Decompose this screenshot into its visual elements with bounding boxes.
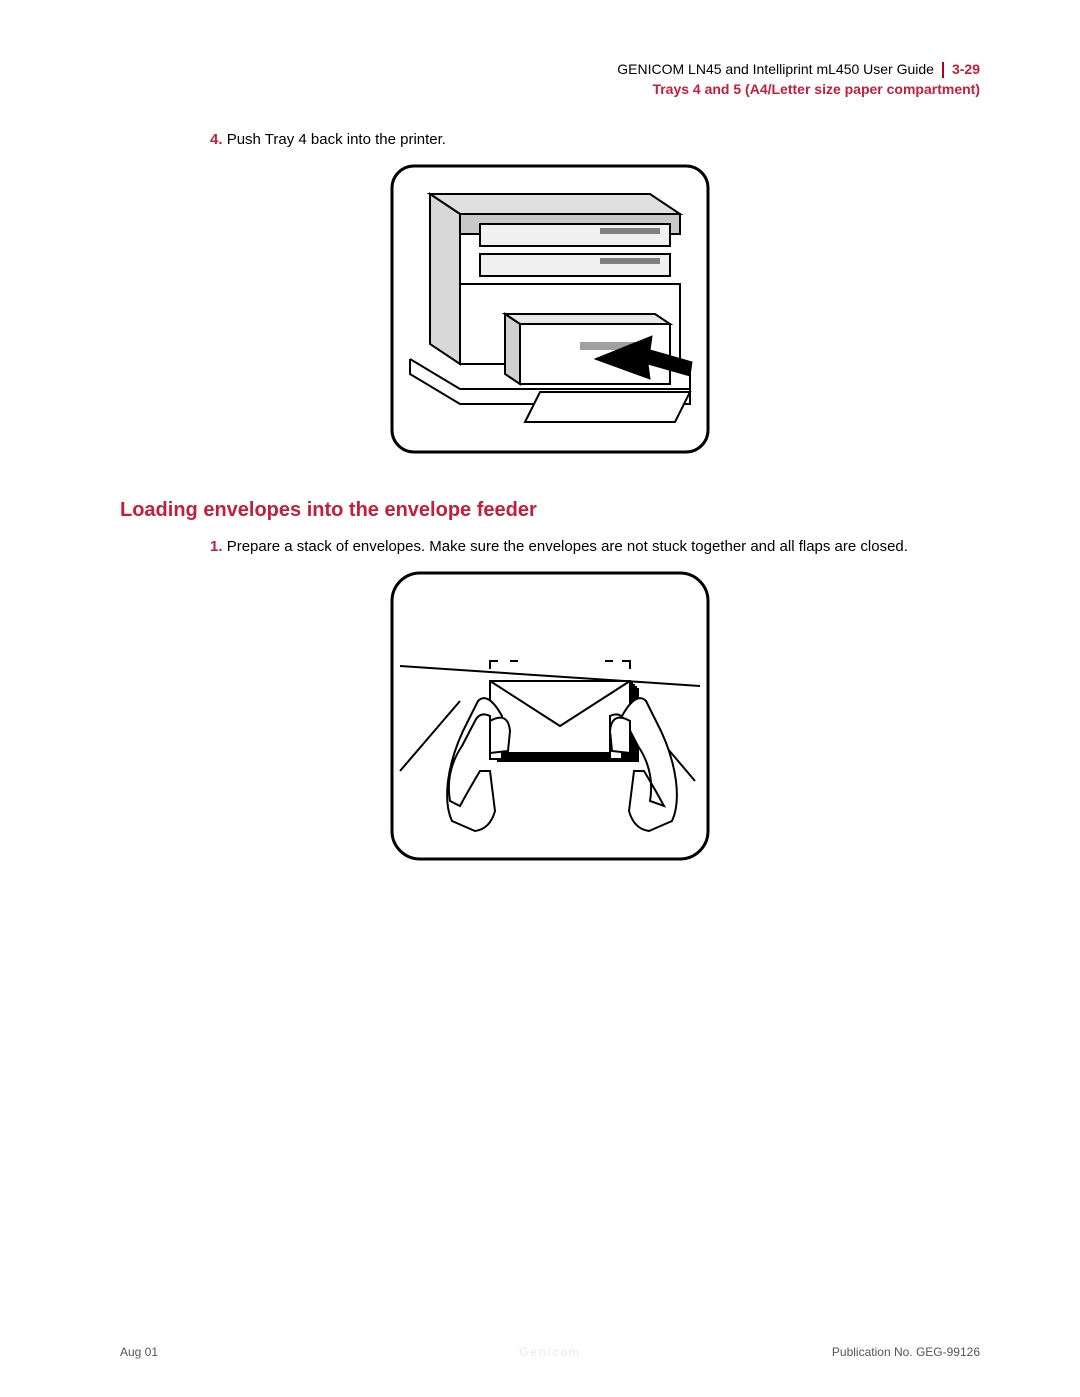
figure-envelope: [120, 571, 980, 866]
section-heading: Loading envelopes into the envelope feed…: [120, 499, 980, 522]
footer-publication: Publication No. GEG-99126: [832, 1345, 980, 1359]
step-1-number: 1.: [210, 538, 223, 555]
header-divider: [942, 62, 944, 78]
manual-page: GENICOM LN45 and Intelliprint mL450 User…: [0, 0, 1080, 1397]
step-4-number: 4.: [210, 131, 223, 148]
step-1-text: Prepare a stack of envelopes. Make sure …: [227, 538, 908, 555]
envelope-illustration: [390, 571, 710, 861]
footer-brand: Genicom: [519, 1345, 581, 1359]
page-number: 3-29: [952, 60, 980, 80]
header-subtitle: Trays 4 and 5 (A4/Letter size paper comp…: [120, 80, 980, 100]
step-1: 1. Prepare a stack of envelopes. Make su…: [210, 538, 980, 555]
printer-tray-illustration: [390, 164, 710, 454]
step-4-text: Push Tray 4 back into the printer.: [227, 131, 446, 148]
header-line-1: GENICOM LN45 and Intelliprint mL450 User…: [617, 60, 980, 80]
footer-date: Aug 01: [120, 1345, 158, 1359]
page-header: GENICOM LN45 and Intelliprint mL450 User…: [120, 60, 980, 99]
step-4: 4. Push Tray 4 back into the printer.: [210, 131, 980, 148]
figure-printer-tray: [120, 164, 980, 459]
page-footer: Aug 01 Genicom Publication No. GEG-99126: [120, 1345, 980, 1359]
guide-title: GENICOM LN45 and Intelliprint mL450 User…: [617, 60, 934, 80]
